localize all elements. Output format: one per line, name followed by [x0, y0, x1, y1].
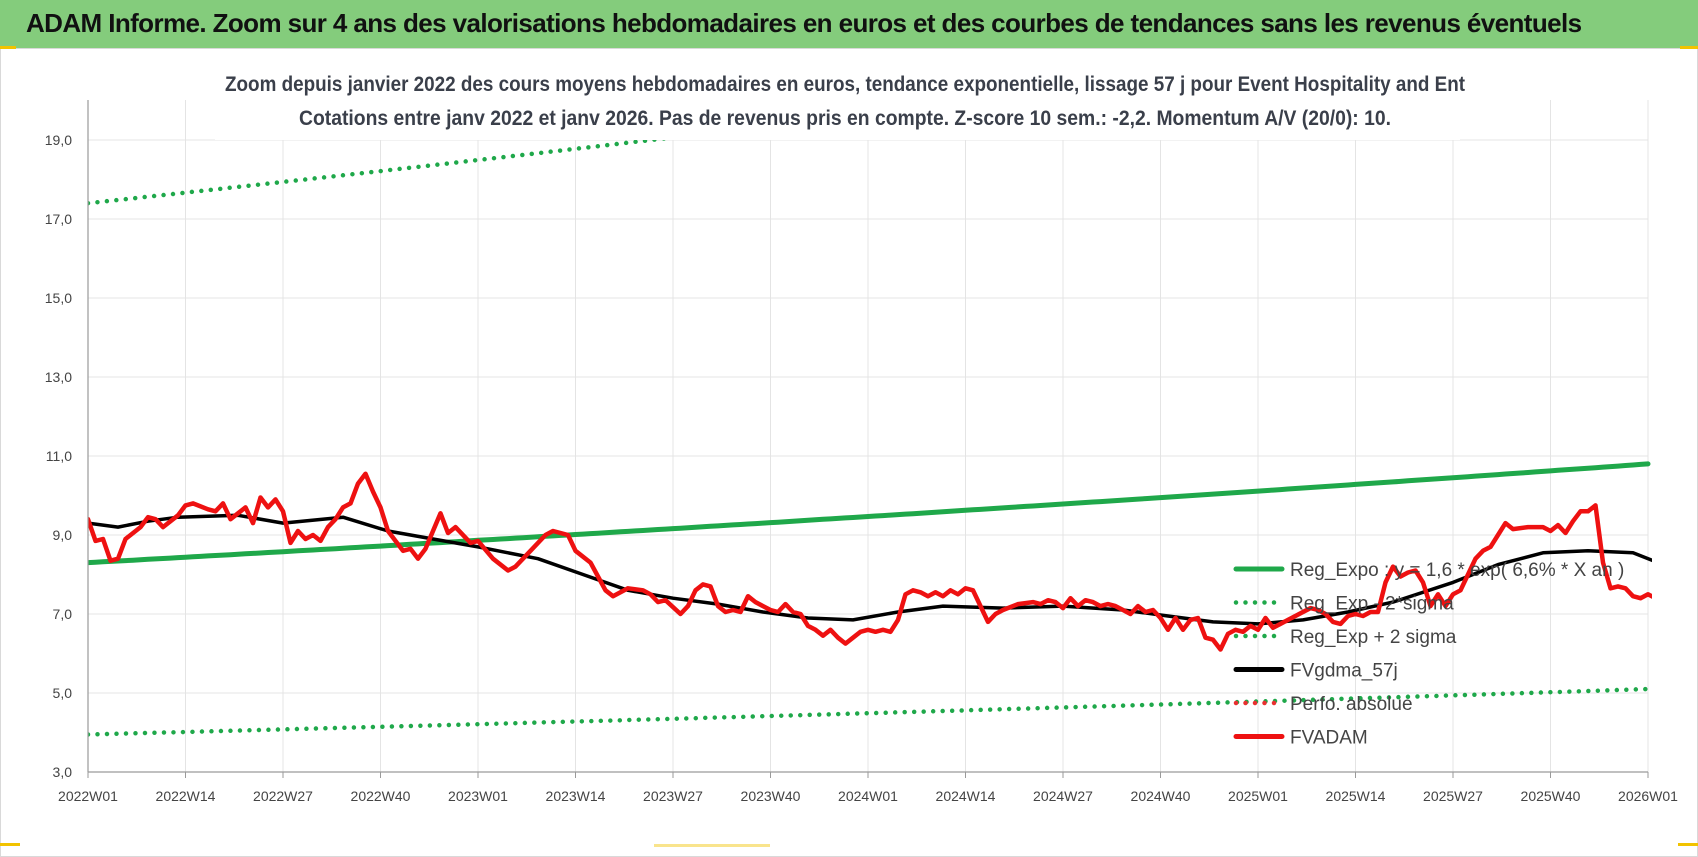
title-banner: ADAM Informe. Zoom sur 4 ans des valoris…	[0, 0, 1698, 48]
legend-label: Reg_Exp - 2*sigma	[1290, 594, 1454, 615]
legend-label: FVgdma_57j	[1290, 661, 1398, 682]
x-tick-label: 2024W27	[1033, 788, 1093, 804]
x-tick-label: 2023W01	[448, 788, 508, 804]
x-tick-label: 2022W01	[58, 788, 118, 804]
legend-label: FVADAM	[1290, 728, 1368, 749]
y-tick-label: 19,0	[45, 132, 72, 148]
trend-line	[88, 461, 1651, 566]
chart-title-line-2: Cotations entre janv 2022 et janv 2026. …	[299, 107, 1391, 130]
legend-label: Perfo. absolue	[1290, 694, 1413, 715]
axes: 19,0 17,0 15,0 13,0 11,0 9,0 7,0 5,0 3,0 2022W01 2…	[45, 100, 1678, 804]
x-tick-label: 2022W40	[351, 788, 411, 804]
x-tick-label: 2024W40	[1131, 788, 1191, 804]
frame-corner-top-left	[0, 46, 16, 49]
x-tick-label: 2023W27	[643, 788, 703, 804]
price-line	[88, 471, 1652, 652]
y-tick-label: 11,0	[46, 448, 72, 464]
x-tick-label: 2025W40	[1521, 788, 1581, 804]
legend: Reg_Expo : y = 1,6 * exp( 6,6% * X an ) R…	[1233, 560, 1624, 749]
x-tick-label: 2025W01	[1228, 788, 1288, 804]
x-tick-label: 2025W14	[1326, 788, 1386, 804]
moving-average-line	[88, 513, 1652, 626]
grid	[87, 100, 1649, 773]
y-tick-label: 15,0	[45, 290, 72, 306]
legend-label: Reg_Exp + 2 sigma	[1290, 627, 1457, 648]
x-tick-label: 2023W40	[741, 788, 801, 804]
frame-corner-right	[1678, 843, 1698, 846]
y-tick-label: 5,0	[53, 685, 73, 701]
y-tick-label: 7,0	[53, 606, 73, 622]
chart-title-line-1: Zoom depuis janvier 2022 des cours moyen…	[225, 73, 1465, 96]
y-tick-label: 3,0	[53, 764, 73, 780]
x-tick-label: 2023W14	[546, 788, 606, 804]
x-tick-label: 2024W14	[936, 788, 996, 804]
x-tick-label: 2022W27	[253, 788, 313, 804]
legend-label: Reg_Expo : y = 1,6 * exp( 6,6% * X an )	[1290, 560, 1624, 581]
series-layer	[88, 100, 1652, 737]
lower-band-line	[88, 686, 1651, 737]
y-tick-label: 17,0	[45, 211, 72, 227]
x-tick-label: 2024W01	[838, 788, 898, 804]
x-tick-label: 2025W27	[1423, 788, 1483, 804]
page-title: ADAM Informe. Zoom sur 4 ans des valoris…	[26, 8, 1582, 38]
chart-title: Zoom depuis janvier 2022 des cours moyen…	[215, 64, 1465, 140]
frame-corner-top-right	[1680, 46, 1698, 49]
y-tick-label: 9,0	[53, 527, 73, 543]
x-tick-label: 2026W01	[1618, 788, 1678, 804]
y-tick-label: 13,0	[45, 369, 72, 385]
frame-corner-left	[0, 843, 20, 846]
x-tick-label: 2022W14	[156, 788, 216, 804]
frame-mark-bottom	[654, 844, 770, 847]
